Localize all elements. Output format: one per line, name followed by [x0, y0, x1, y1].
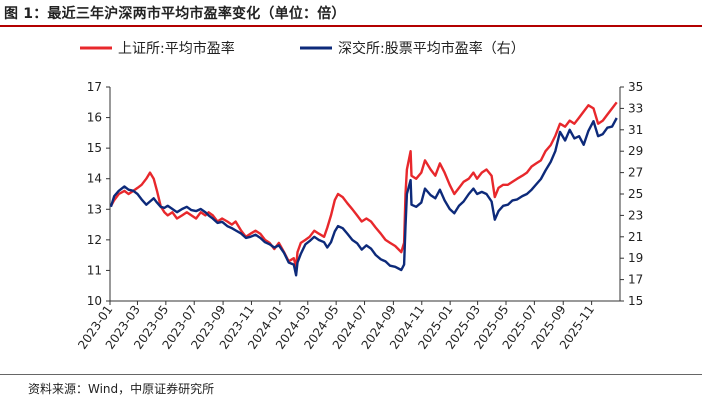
y-left-tick-label: 12: [87, 233, 102, 247]
legend-label: 上证所:平均市盈率: [118, 40, 235, 57]
y-left-tick-label: 10: [87, 294, 102, 308]
y-right-tick-label: 17: [628, 273, 643, 287]
y-right-tick-label: 25: [628, 187, 643, 201]
y-left-tick-label: 17: [87, 80, 102, 94]
y-left-tick-label: 16: [87, 111, 102, 125]
title-rule: [0, 25, 702, 27]
y-right-tick-label: 33: [628, 101, 643, 115]
y-left-tick-label: 15: [87, 141, 102, 155]
source-divider: [0, 374, 702, 375]
source-note: 资料来源：Wind，中原证券研究所: [28, 382, 215, 396]
y-right-tick-label: 31: [628, 123, 643, 137]
series-line-szse: [109, 117, 618, 277]
y-right-tick-label: 19: [628, 251, 643, 265]
y-left-tick-label: 11: [87, 263, 102, 277]
chart-title: 图 1：最近三年沪深两市平均市盈率变化（单位：倍）: [4, 6, 346, 22]
legend-label: 深交所:股票平均市盈率（右）: [338, 40, 525, 57]
y-right-tick-label: 35: [628, 80, 643, 94]
y-right-tick-label: 23: [628, 208, 643, 222]
y-left-tick-label: 13: [87, 202, 102, 216]
y-right-tick-label: 29: [628, 144, 643, 158]
y-right-tick-label: 27: [628, 166, 643, 180]
series-line-sse: [109, 101, 618, 269]
y-right-tick-label: 21: [628, 230, 643, 244]
y-right-tick-label: 15: [628, 294, 643, 308]
legend: 上证所:平均市盈率 深交所:股票平均市盈率（右）: [80, 40, 525, 57]
series-layer: [109, 101, 618, 277]
axes-layer: 1011121314151617151719212325272931333520…: [75, 80, 643, 352]
y-left-tick-label: 14: [87, 172, 102, 186]
